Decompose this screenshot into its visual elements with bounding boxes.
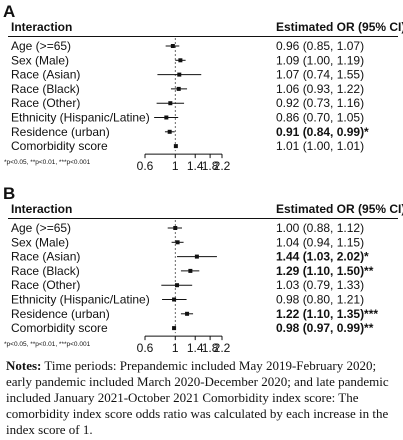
panel-b-row-label: Race (Asian) bbox=[11, 250, 80, 264]
panel-a-point-estimate bbox=[167, 129, 172, 134]
panel-b-or-value: 1.04 (0.94, 1.15) bbox=[276, 235, 364, 249]
panel-b-header-value: Estimated OR (95% CI) bbox=[276, 202, 403, 216]
panel-b-row-label: Age (>=65) bbox=[11, 221, 71, 235]
notes-text: Time periods: Prepandemic included May 2… bbox=[6, 358, 389, 437]
notes-label: Notes: bbox=[6, 358, 42, 373]
figure-notes: Notes: Time periods: Prepandemic include… bbox=[6, 358, 398, 438]
panel-b-point-estimate bbox=[185, 311, 190, 316]
panel-a-row-label: Residence (urban) bbox=[11, 125, 110, 139]
panel-b-point-estimate bbox=[175, 283, 180, 288]
panel-a-row-label: Race (Other) bbox=[11, 96, 80, 110]
panel-a-point-estimate bbox=[177, 72, 182, 77]
panel-b-row-label: Comorbidity score bbox=[11, 321, 108, 335]
panel-a-row-label: Race (Black) bbox=[11, 82, 80, 96]
panel-b-or-value: 1.22 (1.10, 1.35)*** bbox=[276, 307, 378, 321]
panel-a-or-value: 0.91 (0.84, 0.99)* bbox=[276, 125, 369, 139]
panel-a-point-estimate bbox=[164, 115, 169, 120]
panel-b-row-label: Race (Other) bbox=[11, 278, 80, 292]
panel-b-point-estimate bbox=[173, 226, 178, 230]
panel-a-or-value: 1.01 (1.00, 1.01) bbox=[276, 139, 364, 153]
panel-b-significance-footnote: *p<0.05, **p<0.01, ***p<0.001 bbox=[4, 341, 91, 348]
panel-b-row-label: Ethnicity (Hispanic/Latine) bbox=[11, 293, 150, 307]
panel-b-or-value: 1.29 (1.10, 1.50)** bbox=[276, 264, 374, 278]
panel-a-row-label: Race (Asian) bbox=[11, 68, 80, 82]
panel-b-x-tick-label: 1 bbox=[172, 341, 179, 355]
panel-a-significance-footnote: *p<0.05, **p<0.01, ***p<0.001 bbox=[4, 159, 91, 166]
panel-a-header-label: Interaction bbox=[11, 20, 72, 34]
panel-b-point-estimate bbox=[188, 268, 193, 273]
panel-a-row-label: Sex (Male) bbox=[11, 53, 69, 67]
panel-b-row-label: Residence (urban) bbox=[11, 307, 110, 321]
panel-b-row-label: Sex (Male) bbox=[11, 235, 69, 249]
panel-a-row-label: Comorbidity score bbox=[11, 139, 108, 153]
panel-b-point-estimate bbox=[175, 240, 180, 245]
panel-a-letter: A bbox=[3, 2, 15, 21]
panel-a-x-tick-label: 0.6 bbox=[137, 159, 154, 173]
panel-b-row-label: Race (Black) bbox=[11, 264, 80, 278]
panel-a-row-label: Age (>=65) bbox=[11, 39, 71, 53]
panel-a-row-label: Ethnicity (Hispanic/Latine) bbox=[11, 111, 150, 125]
panel-a-or-value: 0.96 (0.85, 1.07) bbox=[276, 39, 364, 53]
panel-a-or-value: 0.92 (0.73, 1.16) bbox=[276, 96, 364, 110]
panel-a-x-tick-label: 1.8 bbox=[202, 159, 219, 173]
panel-a-or-value: 0.86 (0.70, 1.05) bbox=[276, 111, 364, 125]
panel-b-point-estimate bbox=[194, 254, 199, 259]
panel-b-or-value: 1.00 (0.88, 1.12) bbox=[276, 221, 364, 235]
panel-b-point-estimate bbox=[172, 326, 177, 331]
panel-b-or-value: 0.98 (0.80, 1.21) bbox=[276, 293, 364, 307]
panel-b-or-value: 0.98 (0.97, 0.99)** bbox=[276, 321, 374, 335]
panel-a-header-value: Estimated OR (95% CI) bbox=[276, 20, 403, 34]
panel-b-x-tick-label: 0.6 bbox=[137, 341, 154, 355]
panel-a-x-tick-label: 2.2 bbox=[214, 159, 231, 173]
panel-b-x-tick-label: 1.8 bbox=[202, 341, 219, 355]
panel-a-point-estimate bbox=[176, 86, 181, 91]
panel-a-x-tick-label: 1.4 bbox=[187, 159, 204, 173]
panel-a-point-estimate bbox=[178, 58, 183, 63]
panel-a-point-estimate bbox=[170, 44, 175, 48]
panel-b-point-estimate bbox=[172, 297, 177, 302]
panel-a-or-value: 1.07 (0.74, 1.55) bbox=[276, 68, 364, 82]
panel-a-point-estimate bbox=[173, 144, 178, 149]
panel-a-x-tick-label: 1 bbox=[172, 159, 179, 173]
panel-b-or-value: 1.03 (0.79, 1.33) bbox=[276, 278, 364, 292]
panel-a-or-value: 1.09 (1.00, 1.19) bbox=[276, 53, 364, 67]
panel-b-x-tick-label: 1.4 bbox=[187, 341, 204, 355]
panel-b-or-value: 1.44 (1.03, 2.02)* bbox=[276, 250, 369, 264]
panel-b-x-tick-label: 2.2 bbox=[214, 341, 231, 355]
panel-b-header-label: Interaction bbox=[11, 202, 72, 216]
panel-a-point-estimate bbox=[168, 101, 173, 106]
panel-a-or-value: 1.06 (0.93, 1.22) bbox=[276, 82, 364, 96]
panel-b-letter: B bbox=[3, 184, 15, 203]
